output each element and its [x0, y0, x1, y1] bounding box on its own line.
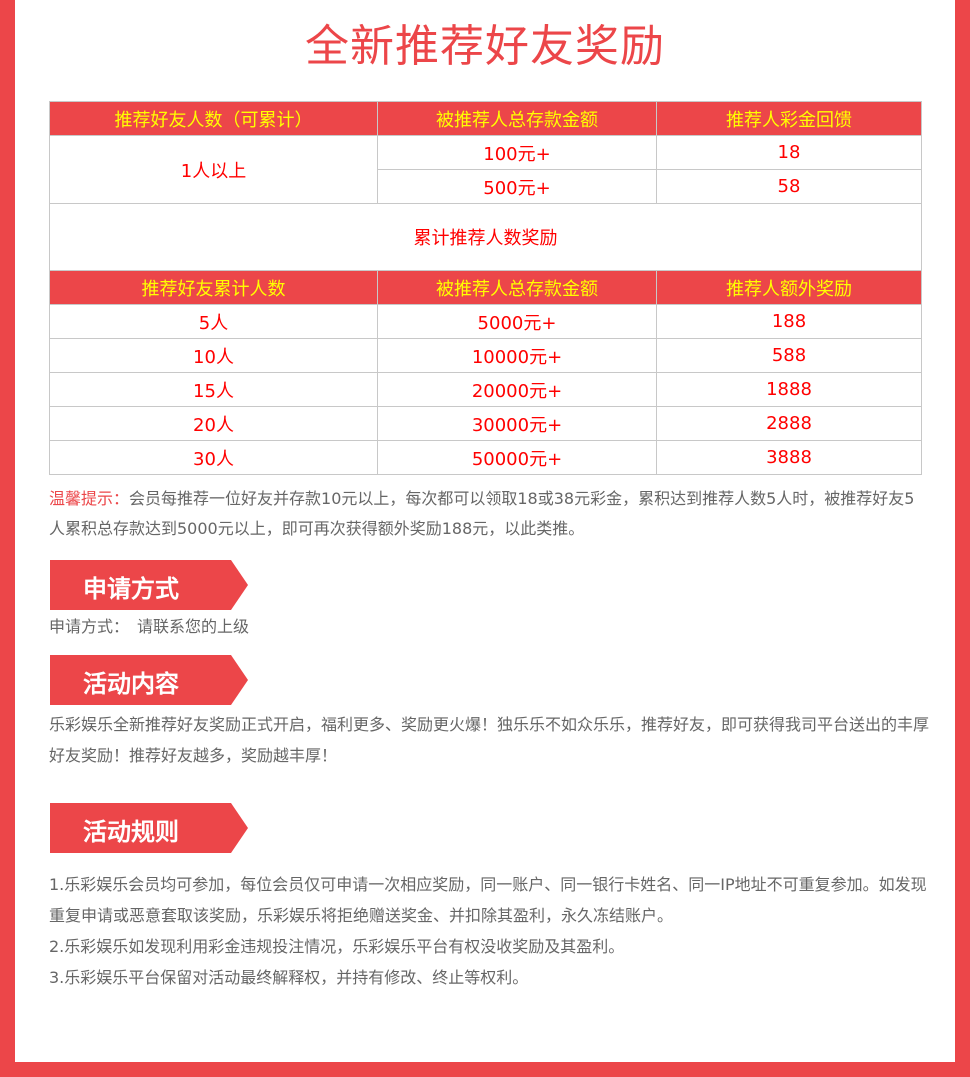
table-cell: 10人	[49, 338, 378, 373]
content-text: 乐彩娱乐全新推荐好友奖励正式开启，福利更多、奖励更火爆！独乐乐不如众乐乐，推荐好…	[49, 715, 930, 765]
rule-item: 1.乐彩娱乐会员均可参加，每位会员仅可申请一次相应奖励，同一账户、同一银行卡姓名…	[49, 875, 927, 925]
apply-text: 申请方式： 请联系您的上级	[49, 617, 250, 636]
table-row: 500元+ 58	[50, 169, 922, 204]
table-row: 20人 30000元+ 2888	[49, 406, 922, 441]
table-row: 1人以上 100元+ 18	[49, 135, 922, 204]
content-panel: 全新推荐好友奖励 推荐好友人数（可累计） 被推荐人总存款金额 推荐人彩金回馈 1…	[15, 0, 955, 1062]
table-cell: 5人	[49, 304, 378, 339]
table-cell: 20000元+	[377, 372, 657, 407]
table-cell: 50000元+	[377, 440, 657, 475]
table-cell: 100元+	[377, 135, 657, 170]
tip-body: 会员每推荐一位好友并存款10元以上，每次都可以领取18或38元彩金，累积达到推荐…	[49, 489, 915, 538]
section-heading-text: 活动规则	[83, 818, 179, 846]
rule-item: 2.乐彩娱乐如发现利用彩金违规投注情况，乐彩娱乐平台有权没收奖励及其盈利。	[49, 937, 625, 956]
table-row: 5人 5000元+ 188	[49, 304, 922, 339]
reward-table: 推荐好友人数（可累计） 被推荐人总存款金额 推荐人彩金回馈 1人以上 100元+…	[49, 101, 922, 475]
tip-text: 温馨提示：会员每推荐一位好友并存款10元以上，每次都可以领取18或38元彩金，累…	[49, 484, 929, 544]
header-cell: 推荐好友人数（可累计）	[49, 101, 378, 136]
section-heading-content: 活动内容	[50, 655, 248, 705]
page-title: 全新推荐好友奖励	[305, 21, 665, 72]
table-cell: 588	[656, 338, 922, 373]
table-cell: 3888	[656, 440, 922, 475]
table-header-row: 推荐好友人数（可累计） 被推荐人总存款金额 推荐人彩金回馈	[49, 101, 922, 136]
tip-label: 温馨提示：	[49, 489, 130, 508]
section-heading-text: 活动内容	[83, 670, 179, 698]
table-header-row: 推荐好友累计人数 被推荐人总存款金额 推荐人额外奖励	[49, 270, 922, 305]
table-cell: 20人	[49, 406, 378, 441]
table-cell: 15人	[49, 372, 378, 407]
header-cell: 被推荐人总存款金额	[377, 270, 657, 305]
header-cell: 推荐人额外奖励	[656, 270, 922, 305]
table-cell: 188	[656, 304, 922, 339]
table-cell: 30人	[49, 440, 378, 475]
table-cell: 30000元+	[377, 406, 657, 441]
group-cell: 1人以上	[49, 135, 378, 204]
table-cell: 18	[656, 135, 922, 170]
header-cell: 推荐人彩金回馈	[656, 101, 922, 136]
table-subtitle: 累计推荐人数奖励	[49, 203, 922, 271]
table-cell: 10000元+	[377, 338, 657, 373]
table-row: 30人 50000元+ 3888	[49, 440, 922, 475]
table-cell: 500元+	[377, 169, 657, 204]
section-heading-text: 申请方式	[83, 575, 179, 603]
header-cell: 被推荐人总存款金额	[377, 101, 657, 136]
header-cell: 推荐好友累计人数	[49, 270, 378, 305]
section-heading-rules: 活动规则	[50, 803, 248, 853]
rule-item: 3.乐彩娱乐平台保留对活动最终解释权，并持有修改、终止等权利。	[49, 968, 529, 987]
table-row: 10人 10000元+ 588	[49, 338, 922, 373]
table-cell: 2888	[656, 406, 922, 441]
table-cell: 5000元+	[377, 304, 657, 339]
table-row: 15人 20000元+ 1888	[49, 372, 922, 407]
section-heading-apply: 申请方式	[50, 560, 248, 610]
subtitle-row: 累计推荐人数奖励	[49, 203, 922, 271]
table-cell: 58	[656, 169, 922, 204]
table-cell: 1888	[656, 372, 922, 407]
